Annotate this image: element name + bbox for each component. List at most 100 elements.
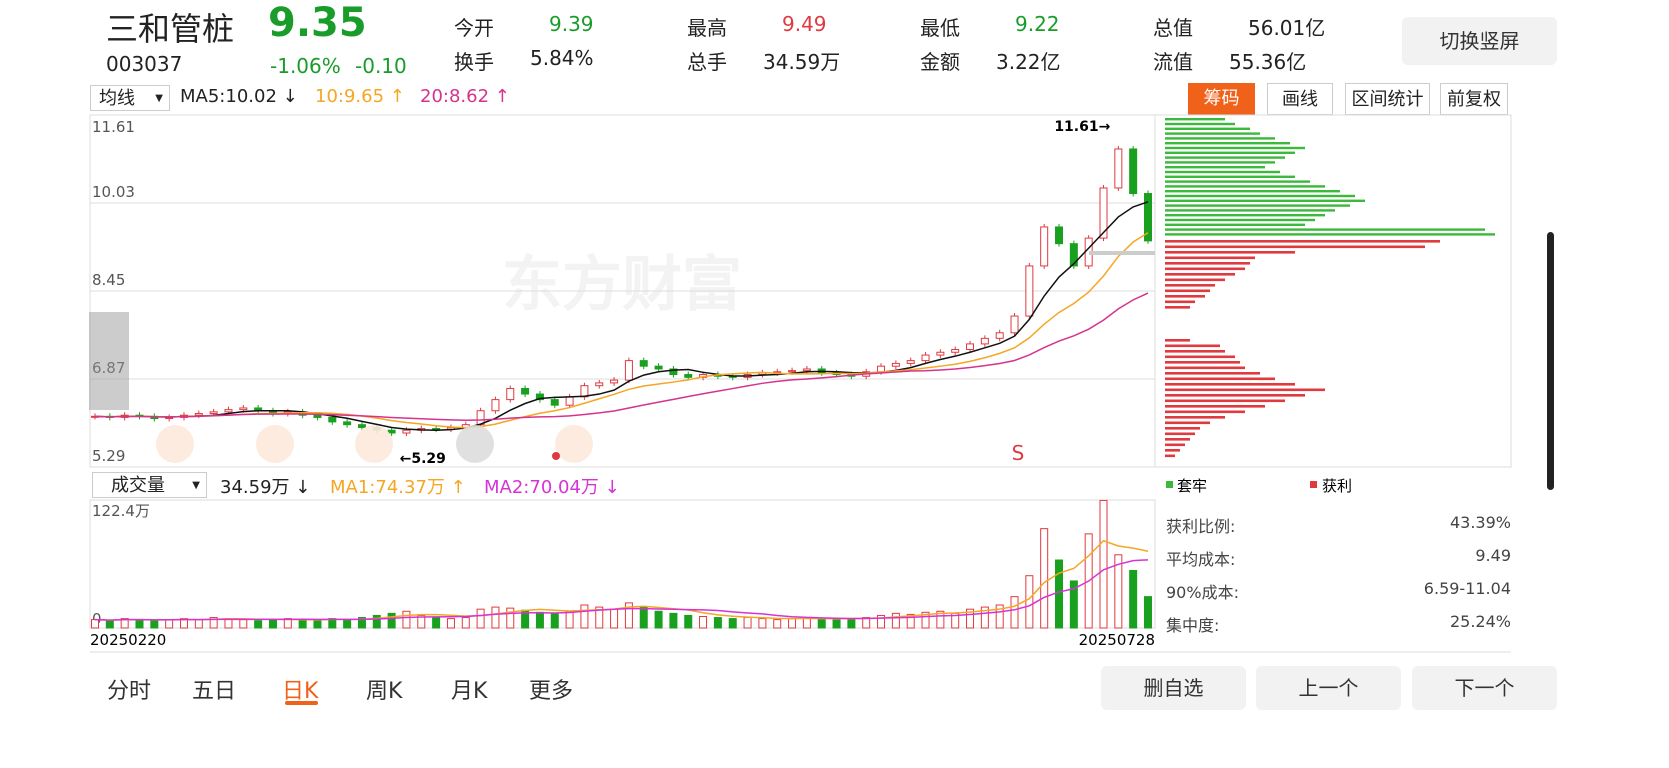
candle-body xyxy=(1025,265,1034,317)
volume-bar xyxy=(179,618,188,629)
volume-bar xyxy=(1055,559,1064,629)
toolbar-button[interactable]: 区间统计 xyxy=(1345,83,1430,115)
volume-bar xyxy=(580,604,589,629)
chip-bar-profit xyxy=(1165,427,1200,430)
candle-body xyxy=(1084,237,1093,267)
volume-selector[interactable]: 成交量 ▼ xyxy=(92,472,207,498)
volume-bar xyxy=(684,614,693,629)
toolbar-button[interactable]: 筹码 xyxy=(1188,83,1255,115)
volume-bar xyxy=(951,612,960,629)
chip-bar-profit xyxy=(1165,443,1185,447)
chip-bar-trapped xyxy=(1165,175,1295,178)
candle-body xyxy=(758,372,767,376)
high-label: 11.61→ xyxy=(1054,119,1110,135)
chip-bar-trapped xyxy=(1165,170,1280,174)
candle-body xyxy=(209,411,218,415)
vol-label: 34.59万 ↓ xyxy=(220,477,311,498)
vol-ma1-label: MA1:74.37万 ↑ xyxy=(330,477,466,498)
chip-bar-profit xyxy=(1165,350,1225,353)
chip-bar-profit xyxy=(1165,438,1190,441)
y-tick-label: 8.45 xyxy=(92,271,125,289)
legend-trapped: 套牢 xyxy=(1177,477,1207,495)
candle-body xyxy=(684,374,693,378)
y-tick-label: 6.87 xyxy=(92,359,125,377)
candle-body xyxy=(862,371,871,377)
volume-bar xyxy=(624,602,633,629)
volume-bar xyxy=(268,619,277,629)
chip-bar-profit xyxy=(1165,388,1325,392)
candle-body xyxy=(387,429,396,434)
zoom-control xyxy=(555,425,593,463)
candle-body xyxy=(921,354,930,362)
date-end: 20250728 xyxy=(1079,631,1155,649)
zoom-control xyxy=(156,425,194,463)
volume-bar xyxy=(550,612,559,629)
volume-bar xyxy=(328,618,337,629)
y-tick-label: 10.03 xyxy=(92,183,135,201)
period-tab[interactable]: 月K xyxy=(451,679,488,704)
volume-bar xyxy=(728,618,737,629)
period-tab[interactable]: 分时 xyxy=(107,679,152,704)
candle-body xyxy=(224,409,233,413)
candle-body xyxy=(906,360,915,364)
volume-bar xyxy=(832,619,841,629)
watermark: 东方财富 xyxy=(502,250,742,320)
chip-bar-trapped xyxy=(1165,156,1285,159)
candle-body xyxy=(980,337,989,345)
period-tab[interactable]: 日K xyxy=(282,679,319,704)
chip-bar-profit xyxy=(1165,383,1295,386)
stat-label: 换手 xyxy=(454,50,494,74)
legend-swatch-profit xyxy=(1310,481,1317,488)
volume-bar xyxy=(476,608,485,629)
chip-bar-profit xyxy=(1165,355,1235,359)
candle-body xyxy=(165,416,174,420)
toolbar-button[interactable]: 画线 xyxy=(1267,83,1333,115)
chip-bar-trapped xyxy=(1165,142,1290,145)
price: 9.35 xyxy=(268,0,367,46)
volume-bar xyxy=(817,618,826,629)
y-tick-label: 11.61 xyxy=(92,118,135,136)
candle-body xyxy=(268,410,277,415)
ma10-label: 10:9.65 ↑ xyxy=(315,86,405,107)
ma-selector[interactable]: 均线 ▼ xyxy=(90,85,170,111)
rotate-button[interactable]: 切换竖屏 xyxy=(1402,17,1557,65)
candle-body xyxy=(283,411,292,415)
volume-bar xyxy=(357,617,366,629)
period-tab[interactable]: 更多 xyxy=(529,679,574,704)
chip-bar-trapped xyxy=(1165,180,1310,183)
chip-bar-profit xyxy=(1165,262,1250,265)
toolbar-button[interactable]: 前复权 xyxy=(1440,83,1508,115)
chip-bar-profit xyxy=(1165,300,1195,304)
chip-stat-label: 平均成本: xyxy=(1166,550,1236,569)
chip-bar-profit xyxy=(1165,344,1220,348)
volume-bar xyxy=(788,618,797,629)
action-button[interactable]: 删自选 xyxy=(1101,666,1246,710)
chip-bar-profit xyxy=(1165,251,1295,254)
candle-body xyxy=(1040,226,1049,267)
volume-bar xyxy=(936,610,945,629)
ma-selector-label: 均线 xyxy=(99,88,135,109)
tab-underline xyxy=(285,701,318,705)
chip-bar-profit xyxy=(1165,410,1245,414)
ma10-line xyxy=(94,232,1149,429)
chip-bar-profit xyxy=(1165,245,1425,249)
candle-body xyxy=(1129,148,1138,195)
candle-body xyxy=(802,368,811,372)
stock-name: 三和管桩 xyxy=(106,10,235,48)
period-tab[interactable]: 周K xyxy=(366,679,403,704)
volume-frame xyxy=(89,499,1156,629)
chip-bar-profit xyxy=(1165,421,1210,425)
volume-bar xyxy=(165,619,174,629)
ma5-line xyxy=(94,201,1149,431)
zoom-control xyxy=(355,425,393,463)
volume-bar xyxy=(1129,569,1138,629)
action-button[interactable]: 上一个 xyxy=(1256,666,1401,710)
action-button[interactable]: 下一个 xyxy=(1412,666,1557,710)
period-tab[interactable]: 五日 xyxy=(192,679,237,704)
chip-bar-profit xyxy=(1165,289,1210,293)
chip-bar-trapped xyxy=(1165,137,1275,140)
chip-bar-profit xyxy=(1165,306,1190,309)
signal: S xyxy=(1012,441,1025,465)
chip-bar-trapped xyxy=(1165,146,1305,150)
chip-bar-profit xyxy=(1165,366,1245,370)
